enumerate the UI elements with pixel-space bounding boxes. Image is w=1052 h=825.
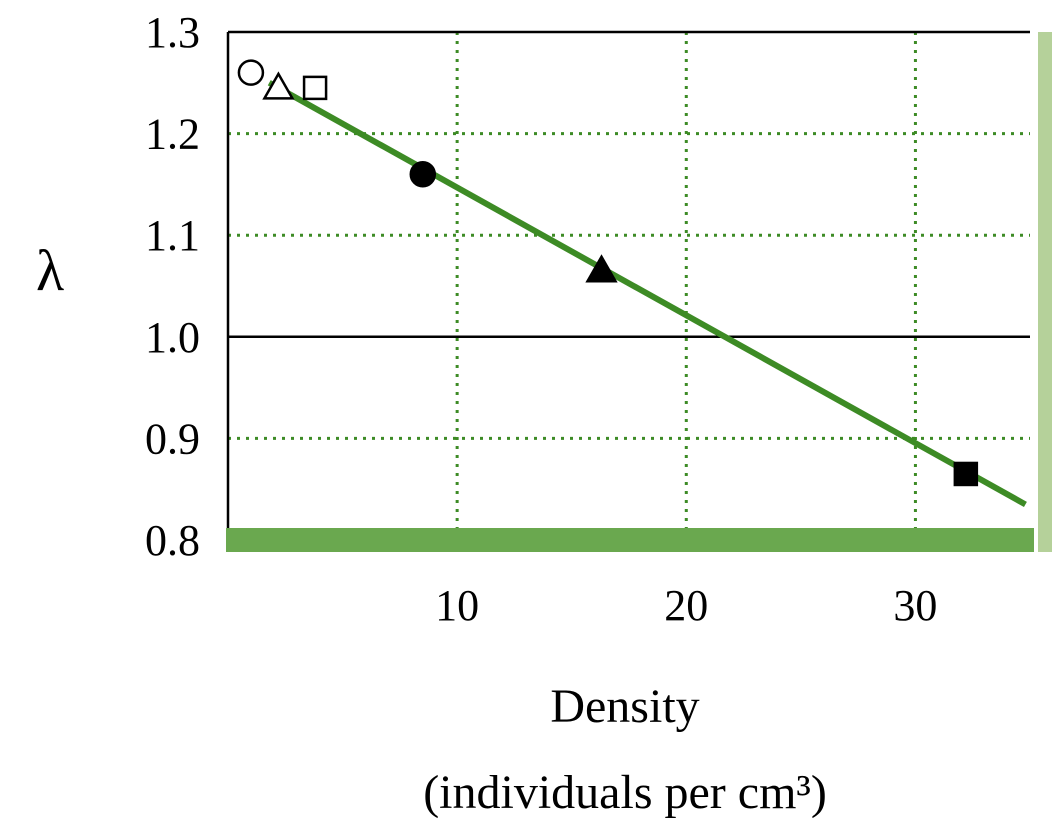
grid-layer: [228, 32, 1030, 540]
y-tick-label: 1.0: [145, 313, 200, 362]
x-axis-label: Density: [550, 680, 699, 733]
filled-circle-point: [409, 160, 437, 188]
y-axis-label: λ: [36, 238, 64, 303]
y-tick-label: 1.2: [145, 110, 200, 159]
open-triangle-point: [262, 71, 295, 100]
y-tick-label: 1.1: [145, 211, 200, 260]
y-tick-label: 0.8: [145, 516, 200, 565]
axes-layer: [226, 30, 1052, 552]
filled-square-point: [953, 461, 979, 487]
y-tick-label: 1.3: [145, 8, 200, 57]
x-axis-label-units: (individuals per cm³): [423, 766, 827, 819]
ticks-layer: 0.8 0.9 1.0 1.1 1.2 1.3 10 20 30: [145, 8, 937, 630]
x-axis-band: [226, 528, 1034, 552]
points-layer: [237, 59, 979, 487]
regression-line: [267, 80, 1027, 508]
x-tick-label: 10: [435, 581, 479, 630]
x-tick-label: 20: [664, 581, 708, 630]
open-circle-point: [237, 59, 265, 86]
y-tick-label: 0.9: [145, 414, 200, 463]
right-axis-band: [1038, 32, 1052, 552]
open-square-point: [302, 75, 328, 101]
x-tick-label: 30: [893, 581, 937, 630]
filled-triangle-point: [585, 254, 618, 283]
fit-layer: [267, 80, 1027, 508]
